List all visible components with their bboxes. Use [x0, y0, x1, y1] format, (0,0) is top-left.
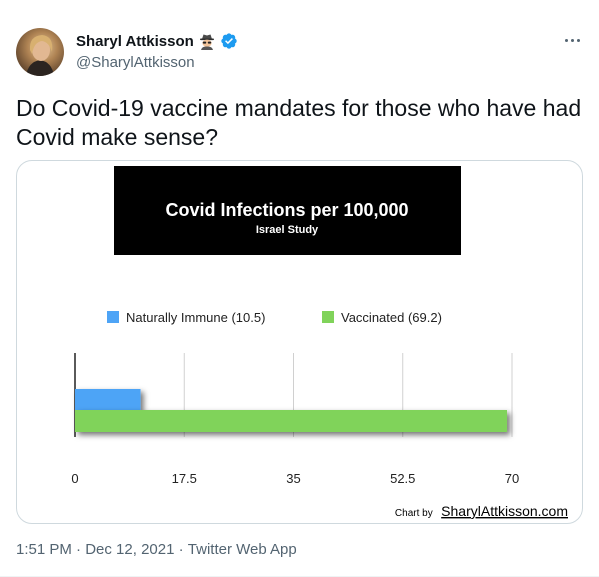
avatar-image	[26, 35, 54, 76]
more-dot-icon	[576, 38, 580, 42]
chart-bar	[75, 389, 141, 411]
chart-credit: Chart by SharylAttkisson.com	[395, 503, 568, 520]
avatar[interactable]	[16, 28, 64, 76]
author-handle[interactable]: @SharylAttkisson	[76, 54, 195, 71]
chart-title-box	[114, 166, 461, 255]
legend-label: Naturally Immune (10.5)	[126, 310, 265, 325]
chart-title: Covid Infections per 100,000	[165, 200, 408, 220]
author-display-name[interactable]: Sharyl Attkisson	[76, 32, 194, 50]
chart-subtitle: Israel Study	[256, 224, 319, 236]
more-dot-icon	[564, 38, 568, 42]
legend-swatch	[107, 311, 119, 323]
chart-credit-site: SharylAttkisson.com	[441, 503, 568, 519]
x-tick-label: 35	[286, 471, 300, 486]
x-tick-label: 52.5	[390, 471, 415, 486]
more-options-button[interactable]	[558, 30, 586, 50]
tweet-timestamp-row: 1:51 PM · Dec 12, 2021 · Twitter Web App	[16, 541, 297, 558]
chart-legend: Naturally Immune (10.5) Vaccinated (69.2)	[107, 310, 442, 325]
tweet-date[interactable]: Dec 12, 2021	[85, 541, 175, 558]
x-tick-label: 70	[505, 471, 519, 486]
chart-credit-prefix: Chart by	[395, 508, 433, 519]
legend-label: Vaccinated (69.2)	[341, 310, 442, 325]
timestamp-separator: ·	[174, 541, 188, 558]
chart-x-tick-labels: 0 17.5 35 52.5 70	[71, 471, 519, 486]
legend-swatch	[322, 311, 334, 323]
media-card[interactable]: Covid Infections per 100,000 Israel Stud…	[16, 160, 583, 524]
chart-bar	[75, 410, 508, 432]
timestamp-separator: ·	[71, 541, 86, 558]
more-dot-icon	[570, 38, 574, 42]
x-tick-label: 0	[71, 471, 78, 486]
spy-icon	[199, 34, 214, 50]
tweet-client-link[interactable]: Twitter Web App	[187, 541, 297, 558]
tweet-time[interactable]: 1:51 PM	[16, 541, 72, 558]
verified-badge-icon[interactable]	[220, 32, 238, 50]
x-tick-label: 17.5	[172, 471, 197, 486]
author-name-row: Sharyl Attkisson	[76, 32, 238, 50]
chart: Covid Infections per 100,000 Israel Stud…	[71, 166, 568, 520]
chart-bars	[75, 389, 508, 432]
tweet-text: Do Covid-19 vaccine mandates for those w…	[16, 95, 582, 150]
